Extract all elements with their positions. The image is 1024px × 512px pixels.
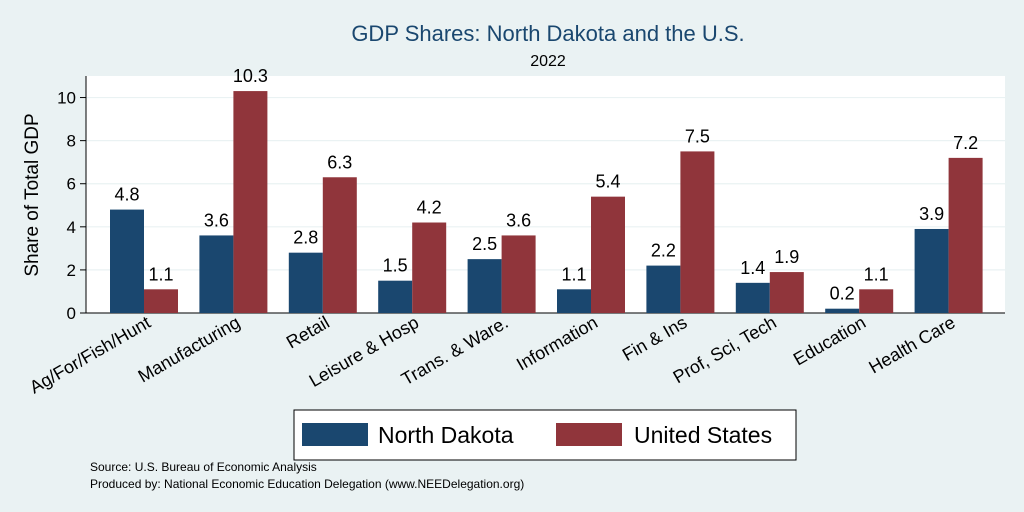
x-tick-label: Education [790,312,869,369]
bar-united-states [591,196,625,313]
bar-north-dakota [467,259,502,313]
bar-united-states [769,272,804,313]
bars [110,91,983,313]
bar-north-dakota [288,252,323,313]
data-label: 1.1 [148,264,173,284]
data-label: 1.5 [383,256,408,276]
x-tick-label: Fin & Ins [619,312,691,365]
legend-swatch-united-states [556,423,622,446]
x-tick-label: Retail [283,312,333,352]
bar-united-states [859,289,894,313]
x-tick-label: Health Care [865,312,958,377]
legend-label-united-states: United States [634,422,772,448]
y-tick-label: 2 [67,261,76,280]
data-label: 10.3 [233,66,268,86]
data-label: 7.2 [953,133,978,153]
bar-united-states [322,177,357,313]
y-tick-label: 4 [67,218,76,237]
bar-united-states [412,222,447,313]
y-tick-label: 6 [67,175,76,194]
y-tick-label: 10 [57,89,76,108]
bar-north-dakota [825,308,860,313]
chart-title: GDP Shares: North Dakota and the U.S. [351,21,744,46]
data-label: 1.4 [740,258,765,278]
y-tick-label: 8 [67,132,76,151]
bar-united-states [948,157,983,313]
legend: North Dakota United States [293,409,797,461]
data-label: 4.2 [417,198,442,218]
x-tick-label: Manufacturing [135,312,244,386]
bar-north-dakota [735,282,770,313]
produced-by-note: Produced by: National Economic Education… [90,477,524,491]
data-label: 2.8 [293,228,318,248]
bar-north-dakota [110,209,144,313]
x-tick-label: Ag/For/Fish/Hunt [26,312,154,397]
data-label: 3.6 [204,210,229,230]
data-labels: 4.8 1.1 3.6 10.3 2.8 6.3 1.5 4.2 2.5 3.6 1.1 5.4 2.2… [114,66,978,304]
data-label: 1.9 [774,247,799,267]
legend-swatch-north-dakota [302,423,368,446]
legend-box [293,409,797,461]
bar-united-states [233,91,268,313]
bar-north-dakota [378,280,413,313]
data-label: 4.8 [114,185,139,205]
bar-united-states [501,235,536,313]
chart-subtitle: 2022 [530,53,566,70]
data-label: 1.1 [561,264,586,284]
data-label: 2.2 [651,241,676,261]
data-label: 3.6 [506,210,531,230]
data-label: 0.2 [830,284,855,304]
legend-label-north-dakota: North Dakota [378,422,514,448]
bar-north-dakota [914,228,949,313]
bar-united-states [144,289,178,313]
data-label: 2.5 [472,234,497,254]
data-label: 3.9 [919,204,944,224]
bar-north-dakota [557,289,591,313]
y-tick-label: 0 [67,304,76,323]
data-label: 6.3 [327,152,352,172]
bar-united-states [680,151,715,313]
data-label: 5.4 [595,172,620,192]
x-tick-label: Information [513,312,601,374]
bar-north-dakota [199,235,234,313]
bar-north-dakota [646,265,681,313]
data-label: 1.1 [864,264,889,284]
source-note: Source: U.S. Bureau of Economic Analysis [90,460,317,474]
data-label: 7.5 [685,126,710,146]
y-axis-label: Share of Total GDP [22,113,43,276]
